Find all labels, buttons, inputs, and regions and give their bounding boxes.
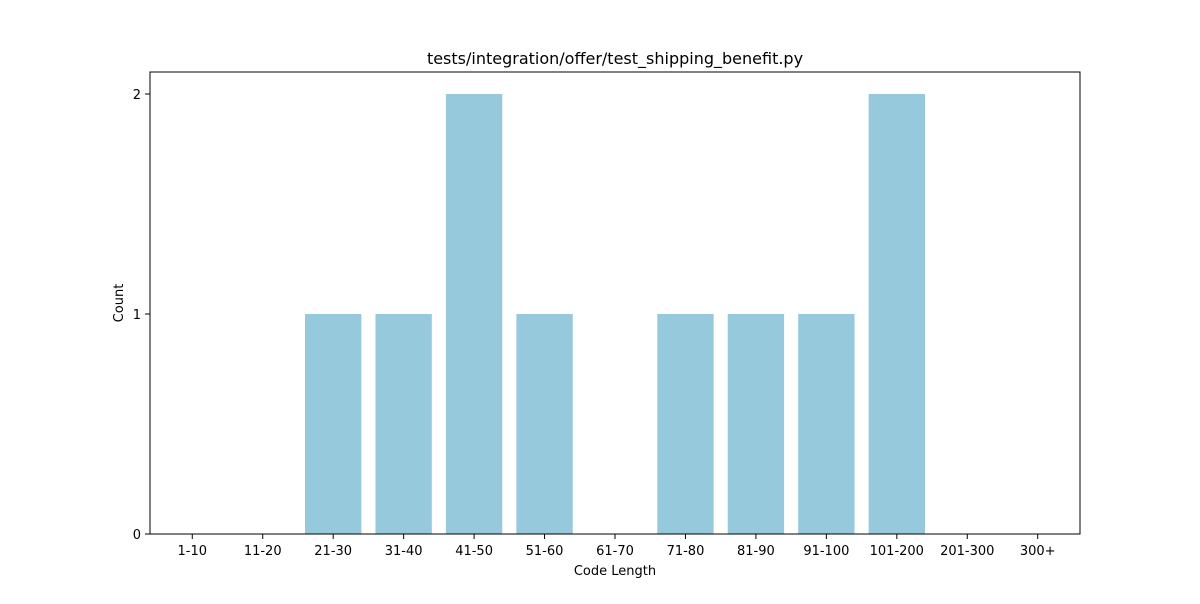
x-tick-label: 91-100 — [803, 544, 849, 559]
x-tick-label: 11-20 — [244, 544, 282, 559]
bar-41-50 — [445, 94, 503, 534]
x-tick-label: 21-30 — [314, 544, 352, 559]
bar-71-80 — [657, 314, 714, 534]
x-tick-label: 71-80 — [667, 544, 705, 559]
bar-101-200 — [868, 94, 925, 534]
bars-layer — [305, 94, 925, 534]
bar-21-30 — [305, 314, 362, 534]
x-tick-label: 81-90 — [737, 544, 775, 559]
chart-title: tests/integration/offer/test_shipping_be… — [427, 49, 803, 69]
y-axis: 0 1 2 — [133, 88, 150, 543]
bar-51-60 — [516, 314, 573, 534]
bar-81-90 — [727, 314, 785, 534]
x-tick-label: 300+ — [1020, 544, 1056, 559]
y-axis-label: Count — [112, 284, 127, 323]
x-tick-label: 51-60 — [526, 544, 564, 559]
y-tick-label: 1 — [133, 308, 141, 323]
plot-frame — [149, 71, 1081, 535]
y-tick-label: 2 — [133, 88, 141, 103]
x-tick-label: 61-70 — [596, 544, 634, 559]
x-axis: 1-10 11-20 21-30 31-40 41-50 51-60 61-70 71-80 8… — [178, 534, 1056, 559]
x-tick-label: 41-50 — [455, 544, 493, 559]
x-tick-label: 1-10 — [178, 544, 208, 559]
x-tick-label: 201-300 — [940, 544, 994, 559]
x-axis-label: Code Length — [574, 564, 656, 579]
bar-31-40 — [375, 314, 432, 534]
y-tick-label: 0 — [133, 528, 141, 543]
x-tick-label: 31-40 — [385, 544, 423, 559]
bar-91-100 — [798, 314, 855, 534]
x-tick-label: 101-200 — [870, 544, 924, 559]
